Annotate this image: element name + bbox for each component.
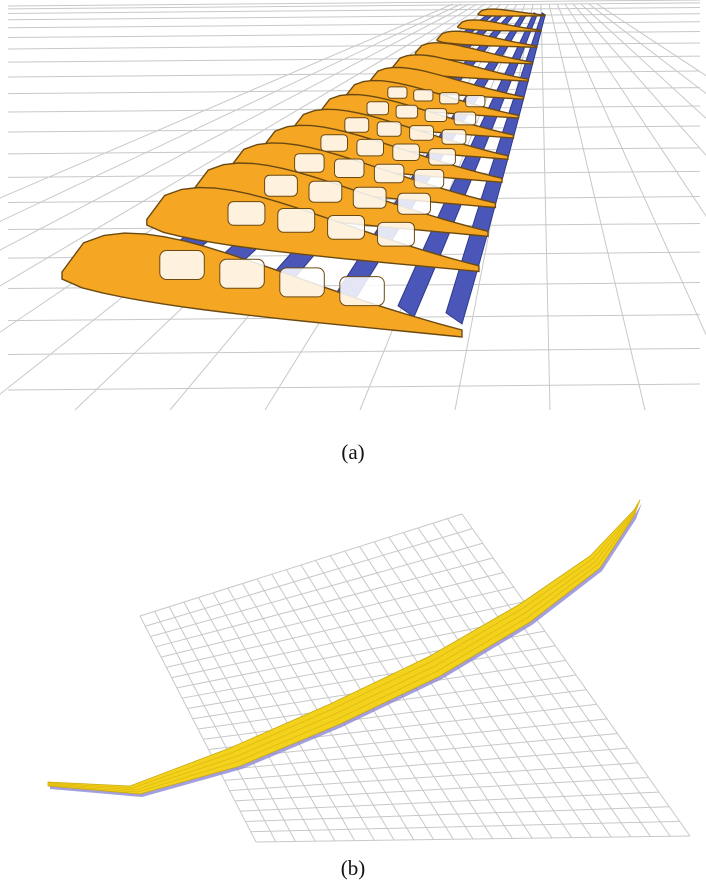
rib-hole bbox=[227, 201, 266, 226]
rib-hole bbox=[441, 129, 467, 145]
grid-line bbox=[0, 3, 462, 222]
rib-hole bbox=[264, 174, 298, 197]
grid-line bbox=[7, 70, 701, 78]
grid-line bbox=[417, 527, 632, 838]
grid-line bbox=[315, 560, 494, 839]
grid-line bbox=[7, 347, 701, 355]
rib-hole bbox=[377, 221, 415, 247]
grid-line bbox=[212, 592, 356, 841]
rib-hole bbox=[308, 180, 343, 203]
rib-hole bbox=[376, 121, 402, 137]
wing-rib bbox=[436, 30, 538, 49]
rib-hole bbox=[387, 86, 408, 99]
rib-hole bbox=[327, 215, 366, 240]
grid-line bbox=[7, 6, 701, 14]
grid-line bbox=[359, 546, 553, 839]
grid-line bbox=[596, 3, 706, 77]
rib-hole bbox=[344, 117, 370, 133]
grid-line bbox=[7, 21, 701, 29]
grid-line bbox=[7, 0, 701, 7]
grid-line bbox=[432, 522, 651, 837]
panel-b-caption: (b) bbox=[340, 856, 366, 880]
grid-line bbox=[548, 3, 646, 411]
grid-line bbox=[183, 601, 316, 842]
rib-hole bbox=[428, 148, 456, 166]
wing-surface-render bbox=[47, 499, 691, 843]
wing-ribs bbox=[61, 8, 546, 338]
grid-line bbox=[0, 3, 478, 287]
wing-rib bbox=[457, 19, 542, 33]
rib-hole bbox=[339, 276, 385, 307]
panel-a-caption: (a) bbox=[341, 440, 365, 464]
grid-line bbox=[446, 518, 671, 837]
grid-line bbox=[540, 3, 551, 411]
grid-line bbox=[227, 587, 375, 841]
rib-hole bbox=[409, 125, 435, 141]
wing-structure-render bbox=[0, 0, 706, 411]
grid-line bbox=[0, 3, 470, 251]
rib-hole bbox=[159, 250, 205, 280]
rib-hole bbox=[453, 111, 477, 126]
rib-hole bbox=[413, 89, 434, 102]
grid-line bbox=[556, 3, 706, 336]
rib-hole bbox=[352, 186, 387, 209]
rib-hole bbox=[219, 258, 265, 289]
grid-line bbox=[344, 550, 533, 839]
wing-panel-line bbox=[47, 499, 641, 789]
grid-line bbox=[198, 597, 336, 842]
grid-line bbox=[7, 383, 701, 391]
panel-b-wing-surface bbox=[0, 486, 706, 844]
rib-hole bbox=[397, 192, 432, 215]
wing-panel-line bbox=[47, 499, 641, 791]
rib-hole bbox=[373, 163, 405, 184]
rib-hole bbox=[413, 169, 445, 189]
rib-hole bbox=[395, 104, 419, 119]
grid-line bbox=[373, 541, 573, 838]
grid-line bbox=[139, 615, 257, 843]
wing-rib bbox=[477, 8, 546, 17]
grid-line bbox=[7, 31, 701, 38]
rib-hole bbox=[320, 134, 348, 152]
wing-surface bbox=[47, 499, 642, 797]
grid-line bbox=[572, 3, 706, 157]
grid-line bbox=[7, 13, 701, 21]
rib-hole bbox=[277, 208, 316, 233]
rib-hole bbox=[392, 143, 420, 161]
rib-hole bbox=[356, 138, 384, 157]
grid-line bbox=[154, 611, 277, 842]
grid-line bbox=[403, 532, 612, 838]
grid-line bbox=[461, 513, 691, 837]
rib-hole bbox=[424, 108, 448, 122]
rib-hole bbox=[465, 95, 486, 108]
grid-line bbox=[0, 3, 454, 199]
wing-panel-line bbox=[47, 499, 641, 793]
rib-hole bbox=[366, 101, 389, 116]
grid-line bbox=[168, 606, 296, 842]
grid-line bbox=[7, 55, 701, 63]
rib-hole bbox=[334, 158, 365, 178]
grid-line bbox=[564, 3, 706, 217]
grid-line bbox=[588, 3, 706, 95]
rib-hole bbox=[294, 153, 325, 173]
rib-hole bbox=[439, 92, 460, 105]
grid-line bbox=[388, 536, 592, 838]
panel-a-wing-structure bbox=[0, 0, 706, 412]
grid-line bbox=[580, 3, 706, 119]
grid-line bbox=[329, 555, 513, 839]
grid-line bbox=[7, 2, 701, 10]
rib-hole bbox=[279, 267, 325, 298]
